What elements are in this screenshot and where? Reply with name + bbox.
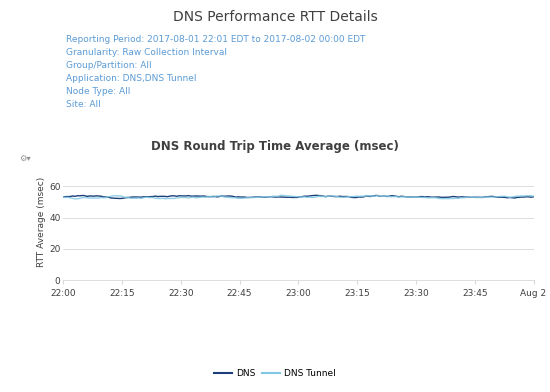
Y-axis label: RTT Average (msec): RTT Average (msec) — [37, 176, 46, 267]
Text: DNS Performance RTT Details: DNS Performance RTT Details — [173, 10, 377, 24]
Text: Site: All: Site: All — [66, 100, 101, 109]
Text: Node Type: All: Node Type: All — [66, 87, 130, 96]
Text: ⚙▾: ⚙▾ — [19, 154, 31, 163]
Text: Group/Partition: All: Group/Partition: All — [66, 61, 152, 70]
Legend: DNS, DNS Tunnel: DNS, DNS Tunnel — [211, 365, 339, 381]
Text: DNS Round Trip Time Average (msec): DNS Round Trip Time Average (msec) — [151, 140, 399, 153]
Text: Application: DNS,DNS Tunnel: Application: DNS,DNS Tunnel — [66, 74, 196, 83]
Text: Reporting Period: 2017-08-01 22:01 EDT to 2017-08-02 00:00 EDT: Reporting Period: 2017-08-01 22:01 EDT t… — [66, 35, 365, 44]
Text: Granularity: Raw Collection Interval: Granularity: Raw Collection Interval — [66, 48, 227, 57]
